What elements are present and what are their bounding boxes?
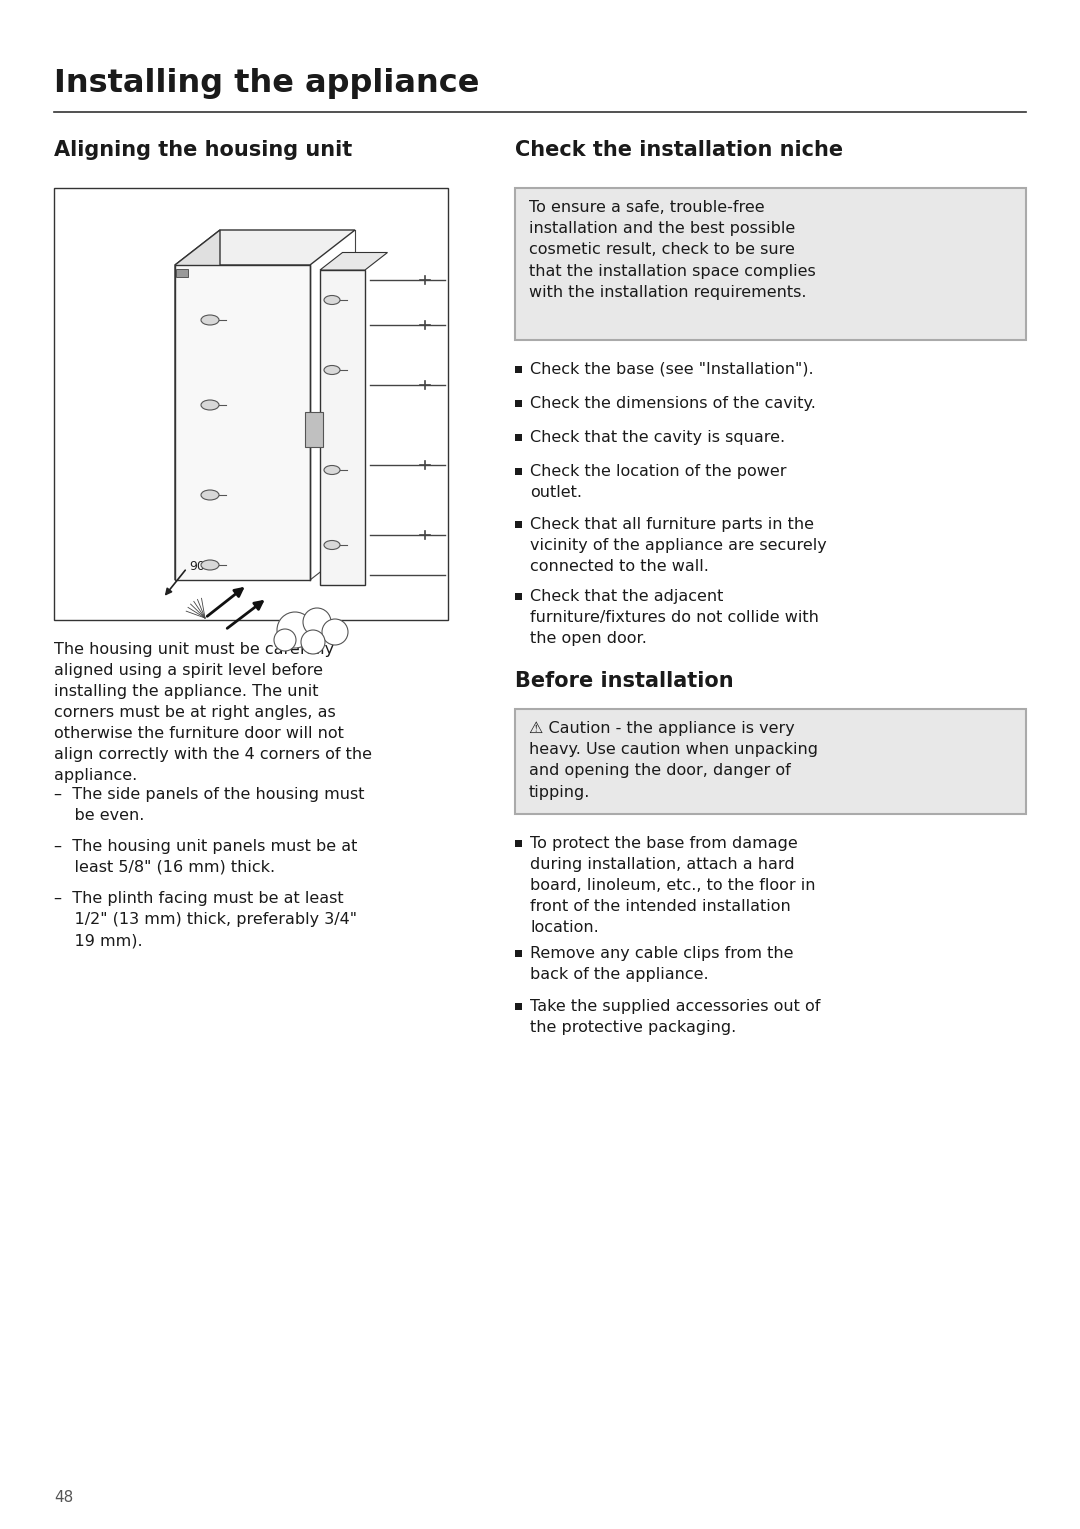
Text: 48: 48 <box>54 1489 73 1505</box>
Circle shape <box>274 628 296 651</box>
Text: –  The plinth facing must be at least
    1/2" (13 mm) thick, preferably 3/4"
  : – The plinth facing must be at least 1/2… <box>54 891 357 948</box>
Ellipse shape <box>324 465 340 474</box>
Polygon shape <box>175 229 355 265</box>
Text: Check that all furniture parts in the
vicinity of the appliance are securely
con: Check that all furniture parts in the vi… <box>530 517 827 573</box>
Bar <box>515 839 522 847</box>
Ellipse shape <box>201 401 219 410</box>
Text: –  The side panels of the housing must
    be even.: – The side panels of the housing must be… <box>54 787 365 823</box>
Polygon shape <box>175 229 220 579</box>
Text: ⚠ Caution - the appliance is very
heavy. Use caution when unpacking
and opening : ⚠ Caution - the appliance is very heavy.… <box>529 722 818 800</box>
Ellipse shape <box>201 560 219 570</box>
Bar <box>515 521 522 528</box>
Text: Check the base (see "Installation").: Check the base (see "Installation"). <box>530 362 813 378</box>
Ellipse shape <box>201 489 219 500</box>
Bar <box>515 188 1026 339</box>
Text: Check the location of the power
outlet.: Check the location of the power outlet. <box>530 463 786 500</box>
Text: Remove any cable clips from the
back of the appliance.: Remove any cable clips from the back of … <box>530 946 794 982</box>
Text: Check the dimensions of the cavity.: Check the dimensions of the cavity. <box>530 396 815 411</box>
Text: To protect the base from damage
during installation, attach a hard
board, linole: To protect the base from damage during i… <box>530 836 815 936</box>
Ellipse shape <box>324 295 340 304</box>
Text: Aligning the housing unit: Aligning the housing unit <box>54 141 352 161</box>
Bar <box>515 950 522 957</box>
Ellipse shape <box>324 365 340 375</box>
Text: 90°: 90° <box>189 560 212 573</box>
Bar <box>515 401 522 407</box>
Bar <box>176 269 188 277</box>
Circle shape <box>303 609 330 636</box>
Text: Before installation: Before installation <box>515 671 733 691</box>
Circle shape <box>301 630 325 654</box>
Bar <box>175 265 310 579</box>
Circle shape <box>276 612 313 648</box>
Bar <box>305 411 323 446</box>
Bar <box>320 271 365 586</box>
Ellipse shape <box>201 315 219 326</box>
Circle shape <box>322 619 348 645</box>
Bar <box>515 593 522 599</box>
Text: Check that the adjacent
furniture/fixtures do not collide with
the open door.: Check that the adjacent furniture/fixtur… <box>530 589 819 645</box>
Bar <box>54 188 448 619</box>
Bar <box>515 468 522 476</box>
Text: To ensure a safe, trouble-free
installation and the best possible
cosmetic resul: To ensure a safe, trouble-free installat… <box>529 200 815 300</box>
Text: Check the installation niche: Check the installation niche <box>515 141 843 161</box>
Text: The housing unit must be carefully
aligned using a spirit level before
installin: The housing unit must be carefully align… <box>54 642 372 783</box>
Text: Take the supplied accessories out of
the protective packaging.: Take the supplied accessories out of the… <box>530 998 821 1035</box>
Text: Installing the appliance: Installing the appliance <box>54 67 480 99</box>
Polygon shape <box>320 252 388 271</box>
Bar <box>515 365 522 373</box>
Text: Check that the cavity is square.: Check that the cavity is square. <box>530 430 785 445</box>
Bar <box>515 434 522 440</box>
Ellipse shape <box>324 540 340 549</box>
Text: –  The housing unit panels must be at
    least 5/8" (16 mm) thick.: – The housing unit panels must be at lea… <box>54 839 357 875</box>
Bar <box>515 1003 522 1011</box>
Bar <box>515 709 1026 813</box>
